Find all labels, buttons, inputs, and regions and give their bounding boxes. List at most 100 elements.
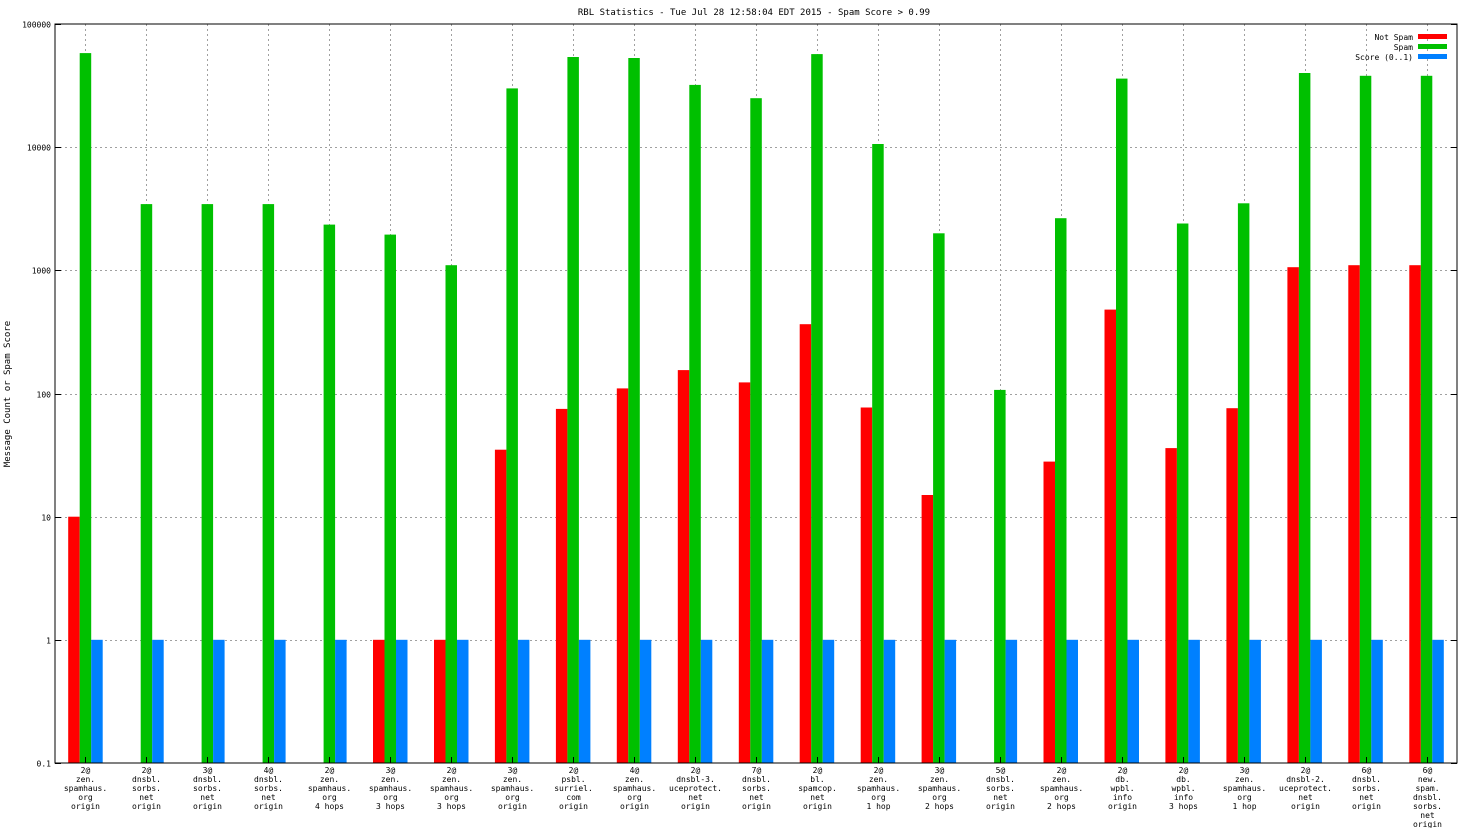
bar-not-spam — [799, 324, 812, 763]
bar-spam — [1237, 203, 1250, 764]
bar-spam — [567, 57, 579, 763]
bar-spam — [201, 204, 214, 764]
bar-score-0-1 — [639, 639, 652, 763]
bar-score-0-1 — [1432, 639, 1444, 763]
bar-score-0-1 — [457, 639, 469, 763]
x-tick-label: 2@ psbl. surriel. com origin — [554, 766, 593, 811]
x-tick-label: 2@ zen. spamhaus. org 1 hop — [857, 766, 900, 811]
x-tick-label: 2@ zen. spamhaus. org origin — [64, 766, 107, 811]
x-tick-label: 6@ dnsbl. sorbs. net origin — [1352, 766, 1381, 811]
bar-score-0-1 — [578, 639, 591, 763]
bar-not-spam — [1348, 265, 1360, 763]
legend-label: Score (0..1) — [1355, 53, 1413, 62]
x-tick-label: 4@ zen. spamhaus. org origin — [613, 766, 656, 811]
x-tick-label: 2@ zen. spamhaus. org 3 hops — [430, 766, 473, 811]
x-tick-label: 3@ zen. spamhaus. org 2 hops — [918, 766, 961, 811]
bar-spam — [689, 84, 701, 763]
bar-not-spam — [921, 495, 934, 763]
y-tick-label: 0.1 — [37, 760, 52, 769]
y-axis-label: Message Count or Spam Score — [3, 321, 13, 467]
bar-score-0-1 — [822, 639, 835, 763]
bar-score-0-1 — [274, 639, 286, 763]
legend-label: Spam — [1394, 43, 1413, 52]
bar-spam — [1298, 73, 1311, 763]
bar-not-spam — [1104, 309, 1116, 763]
x-tick-label: 2@ dnsbl. sorbs. net origin — [132, 766, 161, 811]
bar-not-spam — [616, 388, 629, 763]
bar-not-spam — [494, 449, 507, 763]
x-tick-label: 3@ zen. spamhaus. org 3 hops — [369, 766, 412, 811]
bar-not-spam — [373, 639, 385, 763]
legend-label: Not Spam — [1374, 33, 1413, 42]
bar-not-spam — [1226, 408, 1238, 763]
x-tick-label: 2@ zen. spamhaus. org 4 hops — [308, 766, 351, 811]
bar-spam — [628, 58, 640, 763]
bar-score-0-1 — [1188, 639, 1200, 763]
bar-score-0-1 — [883, 639, 896, 763]
bar-not-spam — [1043, 461, 1055, 763]
bar-score-0-1 — [152, 639, 164, 763]
bar-not-spam — [555, 408, 568, 763]
bar-score-0-1 — [1249, 639, 1261, 763]
bar-score-0-1 — [1066, 639, 1078, 763]
bar-score-0-1 — [944, 639, 957, 763]
bar-not-spam — [434, 639, 446, 763]
bar-not-spam — [68, 516, 80, 763]
bar-score-0-1 — [1371, 639, 1383, 763]
bar-spam — [994, 389, 1006, 763]
x-tick-label: 2@ zen. spamhaus. org 2 hops — [1040, 766, 1083, 811]
bar-score-0-1 — [761, 639, 774, 763]
bar-spam — [79, 53, 92, 764]
x-tick-label: 6@ new. spam. dnsbl. sorbs. net origin — [1413, 766, 1442, 828]
x-tick-label: 2@ db. wpbl. info 3 hops — [1169, 766, 1198, 811]
bar-score-0-1 — [213, 639, 225, 763]
bar-spam — [1176, 223, 1189, 763]
axes: 0.1 1 10 100 1000 10000 100000 2@ zen. spamhaus. o… — [22, 21, 1457, 828]
y-tick-label: 10000 — [27, 144, 51, 153]
bar-score-0-1 — [1005, 639, 1018, 763]
bars — [68, 53, 1444, 764]
bar-score-0-1 — [1310, 639, 1322, 763]
legend-swatch — [1418, 34, 1447, 39]
bar-not-spam — [1165, 448, 1177, 763]
chart-title: RBL Statistics - Tue Jul 28 12:58:04 EDT… — [578, 8, 930, 18]
y-tick-label: 1 — [46, 637, 51, 646]
bar-spam — [140, 204, 153, 764]
bar-spam — [323, 224, 336, 764]
x-tick-label: 2@ dnsbl-2. uceprotect. net origin — [1279, 766, 1332, 811]
bar-score-0-1 — [396, 639, 408, 763]
bar-score-0-1 — [335, 639, 347, 763]
bar-spam — [933, 233, 945, 764]
bar-score-0-1 — [91, 639, 103, 763]
bar-score-0-1 — [700, 639, 713, 763]
bar-not-spam — [1409, 265, 1421, 763]
bar-spam — [750, 98, 762, 763]
bar-spam — [1359, 75, 1372, 764]
bar-score-0-1 — [517, 639, 530, 763]
x-tick-label: 7@ dnsbl. sorbs. net origin — [742, 766, 771, 811]
x-tick-label: 2@ db. wpbl. info origin — [1108, 766, 1137, 811]
bar-spam — [1055, 218, 1067, 763]
y-tick-label: 100 — [37, 391, 52, 400]
bar-spam — [811, 54, 823, 764]
x-tick-label: 2@ bl. spamcop. net origin — [798, 766, 837, 811]
bar-not-spam — [677, 370, 690, 763]
legend-swatch — [1418, 44, 1447, 49]
bar-score-0-1 — [1127, 639, 1139, 763]
legend-swatch — [1418, 54, 1447, 59]
bar-spam — [384, 234, 396, 764]
bar-not-spam — [860, 407, 873, 763]
x-tick-label: 2@ dnsbl-3. uceprotect. net origin — [669, 766, 722, 811]
bar-not-spam — [1287, 267, 1299, 763]
bar-spam — [445, 265, 457, 763]
x-tick-label: 3@ dnsbl. sorbs. net origin — [193, 766, 222, 811]
bar-not-spam — [738, 382, 751, 763]
bar-spam — [1420, 75, 1433, 764]
x-tick-label: 5@ dnsbl. sorbs. net origin — [986, 766, 1015, 811]
bar-spam — [262, 204, 275, 764]
x-tick-label: 3@ zen. spamhaus. org 1 hop — [1223, 766, 1266, 811]
x-tick-label: 3@ zen. spamhaus. org origin — [491, 766, 534, 811]
y-tick-label: 1000 — [32, 267, 51, 276]
